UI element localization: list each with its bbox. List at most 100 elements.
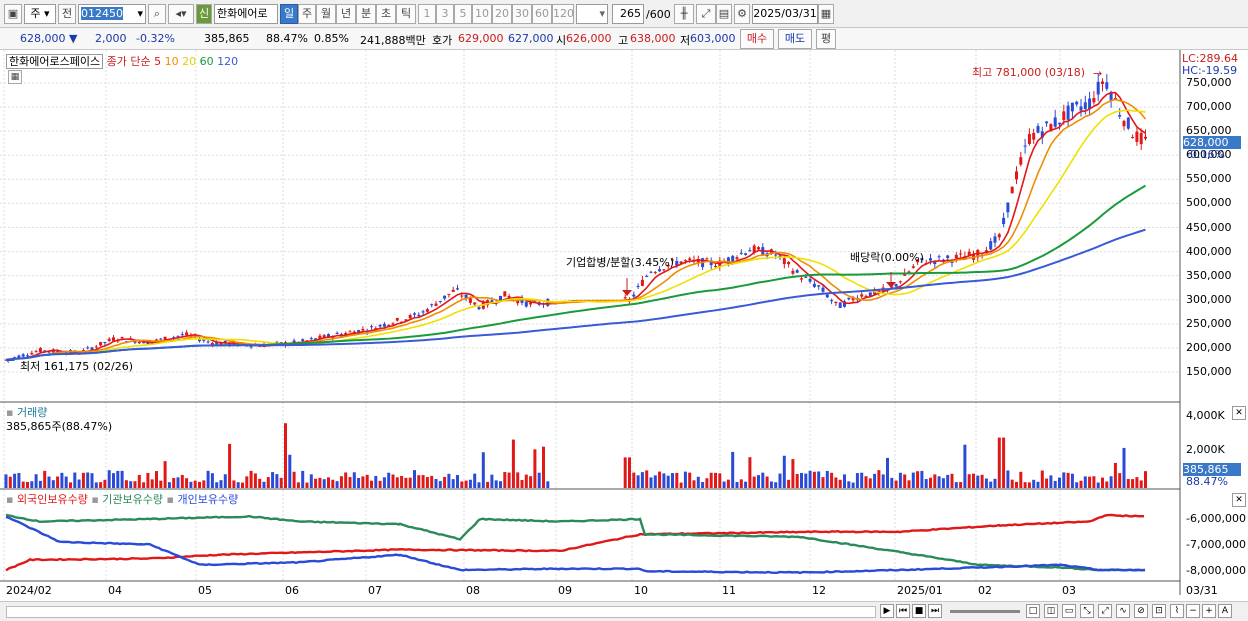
y-tick: 650,000 — [1186, 124, 1232, 138]
holder-legend: ▪ 외국인보유수량 ▪ 기관보유수량 ▪ 개인보유수량 — [6, 493, 239, 506]
open-price: 626,000 — [566, 32, 612, 45]
tab-month[interactable]: 월 — [316, 4, 336, 24]
close-holder-icon[interactable]: ✕ — [1232, 493, 1246, 507]
legend-ma10: 10 — [164, 55, 179, 68]
tab-year[interactable]: 년 — [336, 4, 356, 24]
gear-icon[interactable]: ⚙ — [734, 4, 750, 24]
stock-code-input[interactable]: 012450 ▾ — [78, 4, 146, 24]
draw-icon[interactable]: ⤢ — [696, 4, 716, 24]
high-note: 최고 781,000 (03/18) — [972, 66, 1086, 79]
y-tick: 400,000 — [1186, 244, 1232, 258]
low-note: 최저 161,175 (02/26) — [20, 360, 134, 373]
tab-day[interactable]: 일 — [280, 4, 298, 24]
date-input[interactable]: 2025/03/31 — [752, 4, 818, 24]
legend-stock-name[interactable]: 한화에어로스페이스 — [6, 54, 104, 69]
volume-value: 385,865주(88.47%) — [6, 420, 113, 433]
min-10[interactable]: 10 — [472, 4, 492, 24]
svg-text:←: ← — [6, 354, 15, 367]
current-price-marker: 628,000 — [1183, 136, 1241, 149]
min-3[interactable]: 3 — [436, 4, 454, 24]
y-tick: 550,000 — [1186, 172, 1232, 186]
event-merger: 기업합병/분할(3.45%) — [566, 256, 674, 269]
stock-chart[interactable]: →← — [0, 50, 1248, 603]
first-icon[interactable]: ⏮ — [896, 604, 910, 618]
candle-icon[interactable]: ╫ — [674, 4, 694, 24]
calendar-icon[interactable]: ▦ — [818, 4, 834, 24]
min-30[interactable]: 30 — [512, 4, 532, 24]
y-tick: 700,000 — [1186, 100, 1232, 114]
custom-min-select[interactable]: ▾ — [576, 4, 608, 24]
stop-icon[interactable]: ■ — [912, 604, 926, 618]
open-label: 시 — [556, 34, 567, 47]
speaker-icon[interactable]: ◂▾ — [168, 4, 194, 24]
hc-label: HC:-19.59 — [1182, 64, 1238, 77]
tool-icon-8[interactable]: ⊡ — [1152, 604, 1166, 618]
min-20[interactable]: 20 — [492, 4, 512, 24]
tab-week[interactable]: 주 — [298, 4, 316, 24]
legend-ma120: 120 — [217, 55, 239, 68]
tab-minute[interactable]: 분 — [356, 4, 376, 24]
zoom-in-icon[interactable]: + — [1202, 604, 1216, 618]
y-tick: 300,000 — [1186, 292, 1232, 306]
scroll-right-icon[interactable]: ▶ — [880, 604, 894, 618]
y-tick: 150,000 — [1186, 365, 1232, 378]
tool-icon-9[interactable]: ⌇ — [1170, 604, 1184, 618]
lc-label: LC:289.64 — [1182, 52, 1239, 65]
prev-button[interactable]: 전 — [58, 4, 76, 24]
tab-second[interactable]: 초 — [376, 4, 396, 24]
tool-icon-5[interactable]: ⤢ — [1098, 604, 1112, 618]
x-tick: 12 — [812, 584, 826, 597]
volume: 385,865 — [204, 32, 250, 45]
volume-marker: 385,865 — [1183, 463, 1241, 476]
save-icon[interactable]: ▤ — [716, 4, 732, 24]
x-tick: 10 — [634, 584, 648, 597]
zoom-out-icon[interactable]: − — [1186, 604, 1200, 618]
legend-ma20: 20 — [182, 55, 197, 68]
period-select[interactable]: 주 ▾ — [24, 4, 56, 24]
volume-bars — [4, 423, 1147, 488]
last-icon[interactable]: ⏭ — [928, 604, 942, 618]
min-60[interactable]: 60 — [532, 4, 552, 24]
x-tick: 03 — [1062, 584, 1076, 597]
tool-icon-1[interactable]: □ — [1026, 604, 1040, 618]
bid-price: 627,000 — [508, 32, 554, 45]
tool-icon-7[interactable]: ⊘ — [1134, 604, 1148, 618]
high-price: 638,000 — [630, 32, 676, 45]
new-badge: 신 — [196, 4, 212, 24]
bottom-toolbar: ▶ ⏮ ■ ⏭ □ ◫ ▭ ⤡ ⤢ ∿ ⊘ ⊡ ⌇ − + A — [0, 601, 1248, 621]
search-icon[interactable]: ⌕ — [148, 4, 166, 24]
ask-price: 629,000 — [458, 32, 504, 45]
x-tick: 2024/02 — [6, 584, 52, 597]
legend-ma5: 5 — [154, 55, 162, 68]
min-120[interactable]: 120 — [552, 4, 574, 24]
sell-button[interactable]: 매도 — [778, 29, 812, 49]
y-tick: 750,000 — [1186, 76, 1232, 89]
font-icon[interactable]: A — [1218, 604, 1232, 618]
tool-icon-4[interactable]: ⤡ — [1080, 604, 1094, 618]
x-tick: 2025/01 — [897, 584, 943, 597]
x-tick: 09 — [558, 584, 572, 597]
eval-button[interactable]: 평 — [816, 29, 836, 49]
y-tick: 500,000 — [1186, 196, 1232, 210]
tool-icon-6[interactable]: ∿ — [1116, 604, 1130, 618]
vol-tick-4000k: 4,000K — [1186, 409, 1225, 422]
current-price: 628,000 ▼ — [20, 32, 78, 45]
x-tick: 08 — [466, 584, 480, 597]
x-tick: 06 — [285, 584, 299, 597]
window-icon[interactable]: ▣ — [4, 4, 22, 24]
buy-button[interactable]: 매수 — [740, 29, 774, 49]
count-input[interactable]: 265 — [612, 4, 644, 24]
min-1[interactable]: 1 — [418, 4, 436, 24]
scrollbar-track[interactable] — [6, 606, 876, 618]
table-icon[interactable]: ▦ — [8, 70, 22, 84]
tool-icon-2[interactable]: ◫ — [1044, 604, 1058, 618]
tab-tick[interactable]: 틱 — [396, 4, 416, 24]
trade-amount: 241,888백만 — [360, 34, 426, 47]
price-legend: 한화에어로스페이스 종가 단순 5 10 20 60 120 — [6, 53, 238, 69]
tool-icon-3[interactable]: ▭ — [1062, 604, 1076, 618]
min-5[interactable]: 5 — [454, 4, 472, 24]
zoom-slider[interactable] — [950, 610, 1020, 613]
close-volume-icon[interactable]: ✕ — [1232, 406, 1246, 420]
volume-pct: 88.47% — [266, 32, 308, 45]
count-max: /600 — [646, 8, 671, 21]
